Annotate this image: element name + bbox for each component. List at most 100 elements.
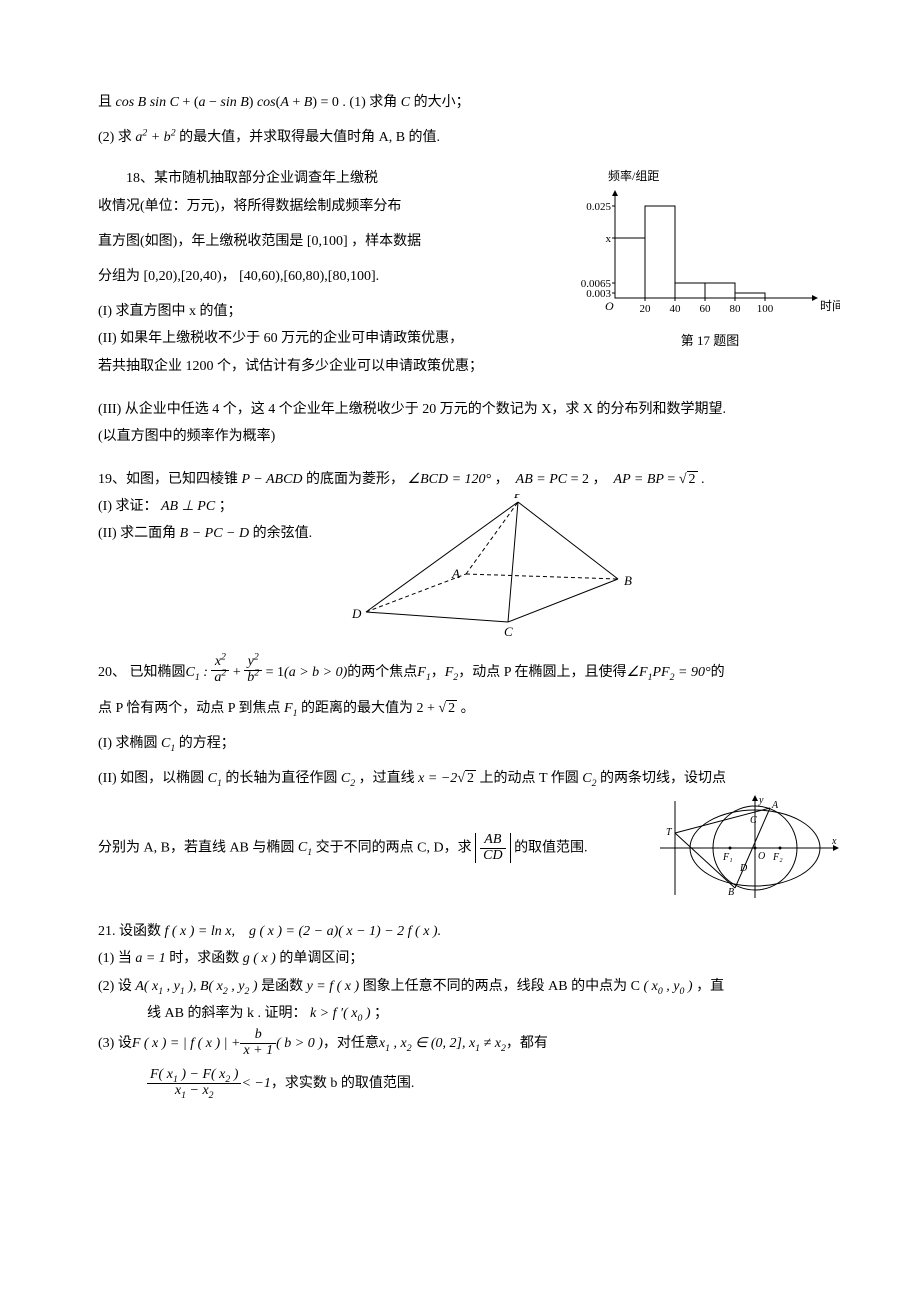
- svg-text:D: D: [739, 863, 748, 874]
- q20-l3c: 的取值范围.: [514, 840, 588, 855]
- q21-p3-tail: F( x1 ) − F( x2 ) x1 − x2 < −1 ，求实数 b 的取…: [98, 1068, 840, 1098]
- sqrt2-b: √2: [438, 696, 457, 721]
- q17-p2b: 的最大值，并求取得最大值时角 A, B 的值.: [179, 130, 440, 145]
- q21-p1c: 时，求函数: [169, 951, 243, 966]
- q17-block: 且 cos B sin C + (a − sin B) cos(A + B) =…: [98, 90, 840, 150]
- svg-text:P: P: [513, 494, 522, 501]
- q19-l1e: ， AB = PC = 2 ， AP = BP =: [495, 472, 679, 487]
- q20-l2b: 的距离的最大值为: [301, 701, 417, 716]
- pyramid-svg: PABCD: [348, 494, 648, 639]
- q21-p3tb: ，求实数 b 的取值范围.: [271, 1071, 415, 1096]
- q20-p2a: (II) 如图，以椭圆: [98, 771, 208, 786]
- q19-body: (I) 求证： AB ⊥ PC ； (II) 求二面角 B − PC − D 的…: [98, 494, 840, 639]
- q20-p2: (II) 如图，以椭圆 C1 的长轴为直径作圆 C2 ，过直线 x = −2√2…: [98, 766, 840, 791]
- q21-p2c: 是函数: [261, 979, 307, 994]
- q18-l3c: ，样本数据: [351, 234, 421, 249]
- ellipse-svg: yxTABCDOF₁F₂: [640, 793, 840, 903]
- q21-p2f: ( x0 , y0 ): [643, 979, 692, 994]
- svg-text:60: 60: [700, 303, 712, 315]
- q20-l2a: 点 P 恰有两个，动点 P 到焦点: [98, 701, 284, 716]
- q21-p3d: ，对任意: [323, 1031, 379, 1056]
- frac-b-x1: bx + 1: [240, 1028, 276, 1058]
- q17-part2: (2) 求 a2 + b2 的最大值，并求取得最大值时角 A, B 的值.: [98, 125, 840, 150]
- sqrt2-c: √2: [457, 766, 476, 791]
- q20-l3b: 交于不同的两点 C, D，求: [316, 840, 475, 855]
- q18-l1: 18、某市随机抽取部分企业调查年上缴税: [98, 166, 570, 191]
- q20-F1: F1: [417, 660, 430, 685]
- q19-p1b: AB ⊥ PC: [161, 499, 215, 514]
- q18-l3b: [0,100]: [307, 234, 348, 249]
- q21-l1: 21. 设函数 f ( x ) = ln x, g ( x ) = (2 − a…: [98, 919, 840, 944]
- hist-yaxis-label: 频率/组距: [608, 166, 840, 188]
- histogram-caption: 第 17 题图: [580, 329, 840, 352]
- q21-p2l2a: 线 AB 的斜率为 k . 证明：: [147, 1006, 310, 1021]
- svg-text:O: O: [758, 851, 765, 862]
- q20-block: 20、 已知椭圆 C1 : x2a2 + y2b2 = 1(a > b > 0)…: [98, 655, 840, 903]
- q17-preline: 且 cos B sin C + (a − sin B) cos(A + B) =…: [98, 90, 840, 115]
- q18-l4a: 分组为: [98, 269, 140, 284]
- q21-p3a: (3) 设: [98, 1031, 132, 1056]
- svg-text:20: 20: [640, 303, 652, 315]
- q20-lead: 20、 已知椭圆: [98, 660, 186, 685]
- q17-p2a: (2) 求: [98, 130, 135, 145]
- q21-l1b: f ( x ) = ln x, g ( x ) = (2 − a)( x − 1…: [165, 924, 442, 939]
- q20-lineeq-a: x = −2: [418, 771, 457, 786]
- q19-p2c: 的余弦值.: [253, 526, 313, 541]
- histogram-wrap: 频率/组距 0.025x0.00650.00320406080100O时间 第 …: [580, 166, 840, 352]
- svg-text:T: T: [666, 827, 673, 838]
- q20-c1label: C1 :: [186, 660, 208, 685]
- q20-p1b: 的方程；: [179, 736, 235, 751]
- svg-text:时间: 时间: [820, 299, 840, 313]
- q19-l1a: 19、如图，已知四棱锥: [98, 472, 242, 487]
- q20-p2c: ，过直线: [359, 771, 419, 786]
- q21-p1a: (1) 当: [98, 951, 135, 966]
- q19-block: 19、如图，已知四棱锥 P − ABCD 的底面为菱形， ∠BCD = 120°…: [98, 467, 840, 639]
- q20-p2b: 的长轴为直径作圆: [225, 771, 341, 786]
- q21-l1a: 21. 设函数: [98, 924, 165, 939]
- q18-l3: 直方图(如图)，年上缴税收范围是 [0,100] ，样本数据: [98, 229, 570, 254]
- q19-l1c: 的底面为菱形，: [306, 472, 404, 487]
- q18-block: 18、某市随机抽取部分企业调查年上缴税 收情况(单位：万元)，将所得数据绘制成频…: [98, 166, 840, 380]
- svg-text:D: D: [351, 606, 362, 621]
- q20-p1: (I) 求椭圆 C1 的方程；: [98, 731, 840, 756]
- q20-l3row: 分别为 A, B，若直线 AB 与椭圆 C1 交于不同的两点 C, D，求 AB…: [98, 793, 840, 903]
- q19-l1d: ∠BCD = 120°: [408, 472, 492, 487]
- q21-p3e: x1 , x2 ∈ (0, 2], x1 ≠ x2: [379, 1031, 506, 1056]
- frac-x2a2: x2a2: [211, 655, 229, 685]
- svg-text:x: x: [831, 836, 837, 847]
- q21-p1d: g ( x ): [243, 951, 276, 966]
- q21-p2d: y = f ( x ): [307, 979, 360, 994]
- q20-p2e: 的两条切线，设切点: [600, 771, 726, 786]
- svg-text:F₁: F₁: [722, 852, 733, 863]
- svg-text:y: y: [758, 795, 764, 806]
- q20-angle: ∠F1PF2 = 90°: [626, 660, 710, 685]
- q19-p1: (I) 求证： AB ⊥ PC ；: [98, 494, 338, 519]
- svg-text:B: B: [728, 887, 734, 898]
- q18-l4b: [0,20),[20,40)， [40,60),[60,80),[80,100]…: [144, 269, 380, 284]
- q18-p2: (II) 如果年上缴税收不少于 60 万元的企业可申请政策优惠，: [98, 326, 570, 351]
- q20-t2: ，动点 P 在椭圆上，且使得: [458, 660, 626, 685]
- abs-ratio: ABCD: [475, 833, 510, 863]
- q19-p2a: (II) 求二面角: [98, 526, 180, 541]
- q19-p1c: ；: [219, 499, 233, 514]
- q20-l2c: 。: [461, 701, 475, 716]
- q21-p2g: ，直: [696, 979, 724, 994]
- svg-text:C: C: [504, 624, 513, 639]
- q20-p1a: (I) 求椭圆: [98, 736, 161, 751]
- q21-p3ta: < −1: [241, 1071, 270, 1096]
- q18-p3: (III) 从企业中任选 4 个，这 4 个企业年上缴税收少于 20 万元的个数…: [98, 397, 840, 422]
- q21-p1b: a = 1: [135, 951, 165, 966]
- q21-p1e: 的单调区间；: [279, 951, 363, 966]
- q20-C1b: C1: [208, 771, 222, 786]
- svg-text:80: 80: [730, 303, 742, 315]
- q19-p2: (II) 求二面角 B − PC − D 的余弦值.: [98, 521, 338, 546]
- q20-F2: F2: [445, 660, 458, 685]
- q21-p2: (2) 设 A( x1 , y1 ), B( x2 , y2 ) 是函数 y =…: [98, 974, 840, 999]
- q21-p2l2c: ；: [374, 1006, 388, 1021]
- q20-C1c: C1: [298, 840, 312, 855]
- q18-l2: 收情况(单位：万元)，将所得数据绘制成频率分布: [98, 194, 570, 219]
- q19-l1f: .: [701, 472, 705, 487]
- q18-text: 18、某市随机抽取部分企业调查年上缴税 收情况(单位：万元)，将所得数据绘制成频…: [98, 166, 570, 380]
- svg-text:x: x: [606, 233, 612, 245]
- ellipse-wrap: yxTABCDOF₁F₂: [640, 793, 840, 903]
